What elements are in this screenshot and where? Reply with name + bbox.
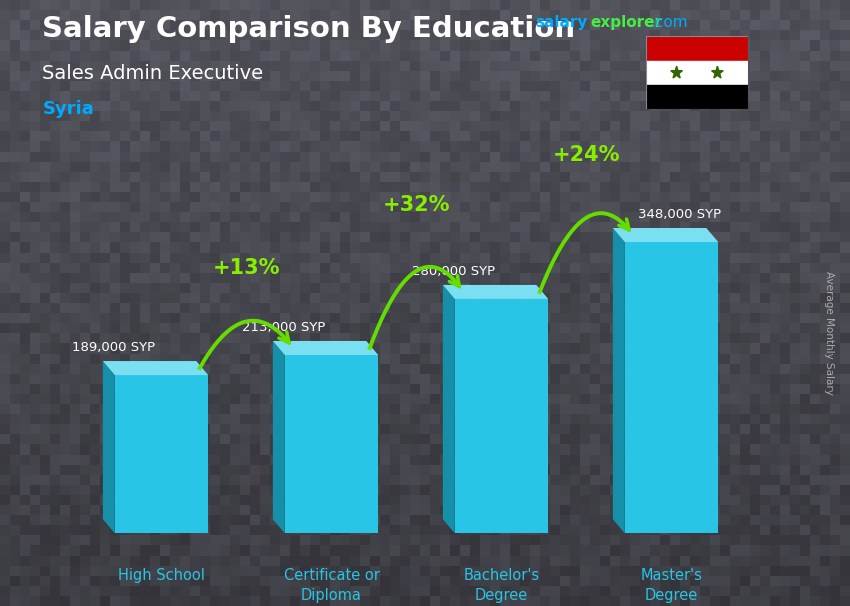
Bar (646, 36, 748, 61)
Polygon shape (613, 228, 625, 533)
Text: Sales Admin Executive: Sales Admin Executive (42, 64, 264, 82)
Text: +13%: +13% (212, 258, 280, 278)
Text: 213,000 SYP: 213,000 SYP (242, 321, 326, 334)
Polygon shape (711, 66, 723, 78)
FancyBboxPatch shape (625, 242, 718, 533)
Text: Master's
Degree: Master's Degree (641, 568, 702, 603)
Text: +24%: +24% (552, 145, 620, 165)
Text: salary: salary (536, 15, 588, 30)
Text: High School: High School (118, 568, 205, 584)
Text: Average Monthly Salary: Average Monthly Salary (824, 271, 834, 395)
Text: Bachelor's
Degree: Bachelor's Degree (463, 568, 540, 603)
Text: Certificate or
Diploma: Certificate or Diploma (284, 568, 379, 603)
Polygon shape (273, 341, 378, 355)
Text: 280,000 SYP: 280,000 SYP (412, 265, 496, 278)
Bar (646, 61, 748, 85)
Bar (646, 85, 748, 109)
Polygon shape (443, 285, 455, 533)
Polygon shape (613, 228, 718, 242)
Text: Salary Comparison By Education: Salary Comparison By Education (42, 15, 575, 43)
Text: 348,000 SYP: 348,000 SYP (638, 208, 722, 221)
FancyBboxPatch shape (115, 375, 208, 533)
FancyBboxPatch shape (285, 355, 378, 533)
Text: 189,000 SYP: 189,000 SYP (72, 341, 156, 354)
Text: .com: .com (650, 15, 688, 30)
Polygon shape (103, 361, 208, 375)
Polygon shape (671, 66, 683, 78)
Text: Syria: Syria (42, 100, 94, 118)
FancyBboxPatch shape (455, 299, 548, 533)
Text: +32%: +32% (382, 195, 450, 215)
Polygon shape (443, 285, 548, 299)
Polygon shape (103, 361, 115, 533)
Polygon shape (273, 341, 285, 533)
Text: explorer: explorer (590, 15, 662, 30)
